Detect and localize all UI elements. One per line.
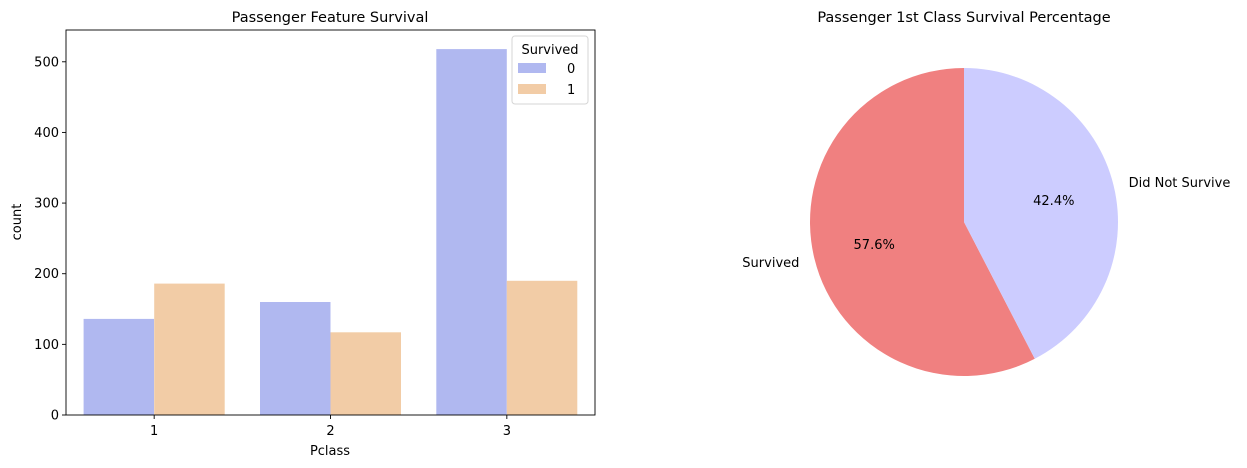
- legend-label-series-0: 0: [567, 62, 575, 77]
- legend: Survived 0 1: [511, 35, 589, 105]
- bar-chart-title: Passenger Feature Survival: [232, 10, 429, 26]
- bar-series-0-cat-3: [436, 49, 507, 415]
- legend-swatch-series-0: [518, 63, 546, 73]
- x-tick-label: 2: [326, 424, 334, 439]
- bar-series-0-cat-1: [83, 318, 155, 415]
- x-tick-label: 1: [150, 424, 158, 439]
- y-axis-label: count: [10, 204, 25, 241]
- bar-plot-area: [83, 49, 578, 415]
- pie-slice-survived: [809, 68, 1035, 376]
- pie-slice-did-not-survive: [964, 68, 1118, 359]
- legend-swatch-series-1: [518, 84, 546, 94]
- x-axis-label: Pclass: [310, 444, 350, 459]
- y-tick-label: 400: [34, 126, 59, 141]
- y-tick-label: 200: [34, 267, 59, 282]
- y-tick-label: 300: [34, 197, 59, 212]
- x-tick-label: 3: [503, 424, 511, 439]
- y-tick-label: 500: [34, 55, 59, 70]
- pie-chart-title: Passenger 1st Class Survival Percentage: [817, 10, 1110, 26]
- bar-series-1-cat-2: [330, 332, 401, 415]
- pie-labels: 57.6% Survived 42.4% Did Not Survive: [742, 176, 1230, 271]
- bar-series-0-cat-2: [260, 302, 331, 415]
- y-tick-label: 100: [34, 338, 59, 353]
- pie-slice-label: Survived: [742, 256, 799, 271]
- pie-pct-label: 42.4%: [1033, 194, 1074, 209]
- pie-pct-label: 57.6%: [854, 238, 895, 253]
- y-tick-label: 0: [51, 409, 59, 424]
- pie-slices: [809, 68, 1118, 376]
- legend-title: Survived: [521, 43, 578, 58]
- bar-chart: Passenger Feature Survival 0 100 200 300 400…: [10, 10, 596, 459]
- pie-chart: Passenger 1st Class Survival Percentage …: [742, 10, 1230, 376]
- bar-series-1-cat-1: [154, 283, 225, 415]
- bar-axes: 0 100 200 300 400 500 1 2 3: [34, 29, 596, 439]
- legend-label-series-1: 1: [567, 83, 575, 98]
- pie-slice-label: Did Not Survive: [1129, 176, 1231, 191]
- bar-series-1-cat-3: [506, 280, 578, 415]
